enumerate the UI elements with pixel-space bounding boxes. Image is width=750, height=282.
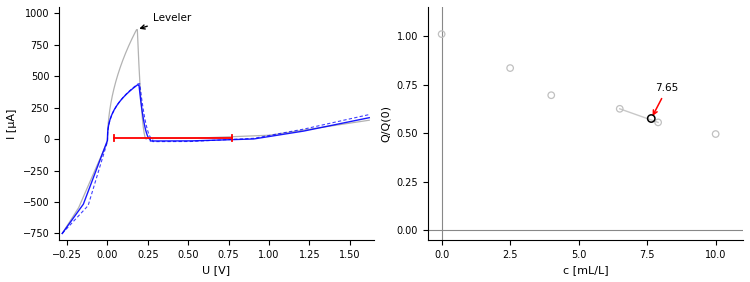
X-axis label: U [V]: U [V] (202, 265, 230, 275)
Point (504, 66, 516, 70)
Y-axis label: I [μA]: I [μA] (7, 108, 17, 138)
X-axis label: c [mL/L]: c [mL/L] (562, 265, 608, 275)
Point (645, 116, 657, 121)
Point (436, 32, 448, 36)
Y-axis label: Q/Q(0): Q/Q(0) (381, 105, 391, 142)
Point (545, 93, 557, 98)
Point (614, 107, 626, 111)
Text: Leveler: Leveler (141, 13, 191, 29)
Point (710, 132, 722, 136)
Point (652, 120, 664, 125)
Text: 7.65: 7.65 (653, 83, 679, 114)
